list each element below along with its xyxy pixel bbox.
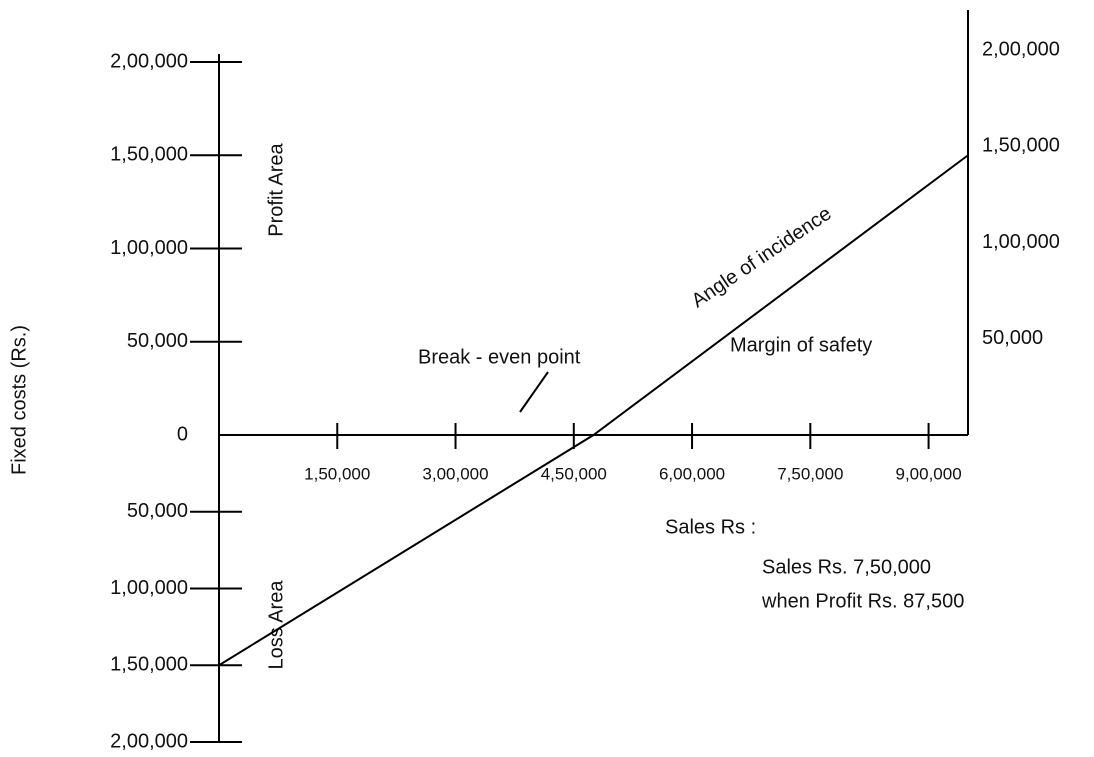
- y-tick-label: 1,50,000: [110, 144, 188, 166]
- y2-tick-label: 2,00,000: [982, 38, 1060, 60]
- annotation: Margin of safety: [730, 334, 872, 356]
- y-tick-label: 2,00,000: [110, 730, 188, 752]
- pointer: [519, 371, 549, 413]
- annotation: Break - even point: [418, 346, 581, 368]
- y2-tick-label: 1,00,000: [982, 231, 1060, 253]
- y-tick-label: 0: [177, 423, 188, 445]
- annotation: Sales Rs. 7,50,000: [762, 556, 931, 578]
- annotation: when Profit Rs. 87,500: [761, 590, 964, 612]
- y2-tick-label: 50,000: [982, 327, 1043, 349]
- y-tick-label: 2,00,000: [110, 50, 188, 72]
- y-axis-label: Fixed costs (Rs.): [8, 325, 30, 475]
- x-axis-label: Sales Rs :: [665, 516, 756, 538]
- x-tick-label: 4,50,000: [541, 464, 607, 483]
- y-tick-label: 1,00,000: [110, 237, 188, 259]
- x-tick-label: 1,50,000: [304, 464, 370, 483]
- x-tick-label: 6,00,000: [659, 464, 725, 483]
- y-tick-label: 50,000: [127, 330, 188, 352]
- annotation: Loss Area: [265, 580, 287, 670]
- x-tick-label: 3,00,000: [422, 464, 488, 483]
- annotation: Profit Area: [265, 142, 287, 236]
- x-tick-label: 9,00,000: [895, 464, 961, 483]
- y-tick-label: 1,00,000: [110, 577, 188, 599]
- profit-line: [218, 154, 969, 667]
- y-tick-label: 1,50,000: [110, 654, 188, 676]
- y-tick-label: 50,000: [127, 500, 188, 522]
- annotation: Angle of incidence: [688, 203, 836, 313]
- y2-tick-label: 1,50,000: [982, 135, 1060, 157]
- x-tick-label: 7,50,000: [777, 464, 843, 483]
